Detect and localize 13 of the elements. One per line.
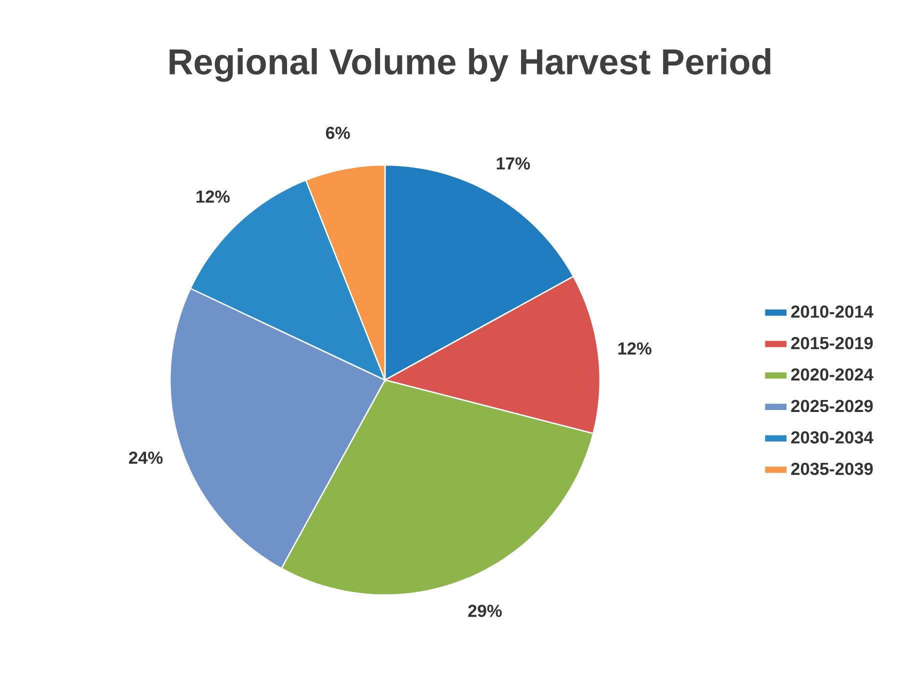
- legend-label: 2015-2019: [791, 336, 873, 350]
- legend-label: 2035-2039: [791, 462, 873, 476]
- data-label: 24%: [129, 452, 163, 464]
- data-label: 17%: [496, 157, 530, 170]
- legend-label: 2025-2029: [791, 400, 873, 412]
- legend-label: 2030-2034: [791, 431, 874, 444]
- legend-label: 2020-2024: [791, 368, 874, 381]
- legend-label: 2010-2014: [791, 306, 874, 318]
- data-label: 6%: [326, 126, 350, 140]
- data-label: 29%: [468, 604, 502, 617]
- data-label: 12%: [196, 190, 230, 203]
- chart-title: Regional Volume by Harvest Period: [170, 48, 770, 82]
- data-label: 12%: [618, 342, 652, 355]
